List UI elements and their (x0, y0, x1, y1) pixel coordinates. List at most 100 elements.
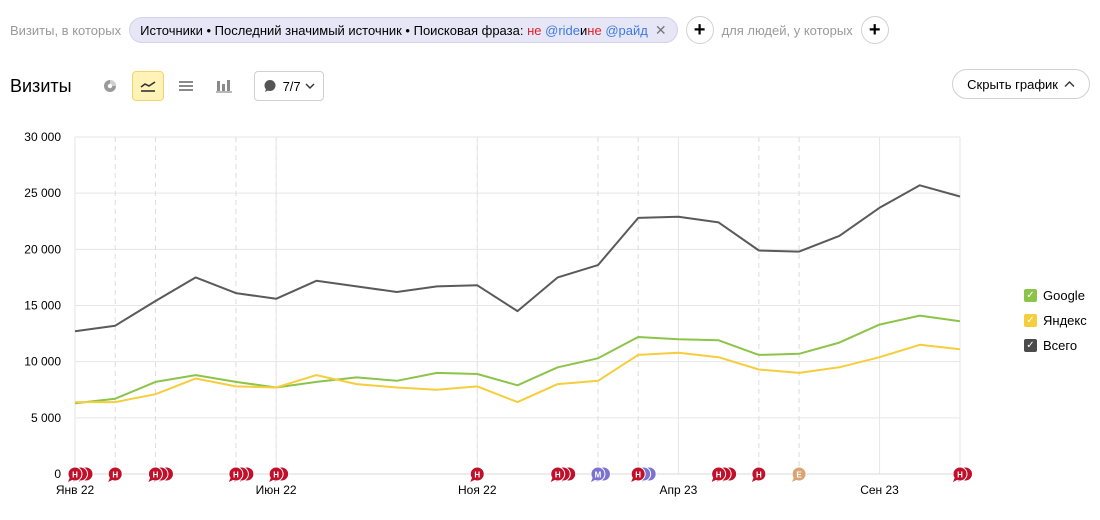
annotation-letter: Н (273, 471, 279, 480)
annotation-bubble (469, 466, 485, 482)
hide-chart-label: Скрыть график (967, 76, 1058, 92)
x-tick-label: Апр 23 (659, 483, 697, 497)
add-people-filter-button[interactable]: + (860, 16, 889, 44)
chart-series (74, 184, 961, 405)
legend-label: Яндекс (1043, 313, 1087, 328)
column-view-button[interactable] (208, 71, 240, 101)
annotation-tail (550, 477, 557, 482)
annotation-marker: Н (147, 466, 163, 482)
y-tick-label: 15 000 (24, 299, 61, 313)
add-visit-filter-button[interactable]: + (685, 16, 714, 44)
annotation-tail (269, 477, 276, 482)
hide-chart-button[interactable]: Скрыть график (952, 69, 1090, 99)
series-line-google (74, 314, 961, 405)
annotation-letter: Н (112, 471, 118, 480)
annotation-bubble (630, 466, 646, 482)
annotation-marker: Н (711, 466, 727, 482)
annotation-tail (631, 477, 638, 482)
annotation-bubble (711, 466, 727, 482)
annotation-marker: Н (67, 466, 83, 482)
filter-value-2: @райд (605, 22, 648, 38)
filter-value-1: @ride (545, 22, 580, 38)
chevron-up-icon (1064, 81, 1075, 87)
x-tick-label: Сен 23 (860, 483, 899, 497)
filter-prefix-label: Визиты, в которых (10, 22, 122, 38)
annotation-tail (470, 477, 477, 482)
x-axis-labels: Янв 22 Июн 22 Ноя 22 Апр 23 Сен 23 (56, 483, 899, 497)
annotation-letter: Н (716, 471, 722, 480)
y-tick-label: 5 000 (31, 411, 61, 425)
series-count: 7/7 (282, 78, 301, 94)
y-tick-label: 30 000 (24, 130, 61, 144)
visits-line-chart: Н Н Н Н Н Н Н М Н Н Н Е Н 0 5 000 10 000 15 000 20 000 25… (24, 130, 973, 497)
segment-filter-bar: Визиты, в которых Источники • Последний … (10, 15, 889, 45)
annotation-tail (148, 477, 155, 482)
area-chart-icon (178, 81, 193, 91)
people-filter-label: для людей, у которых (721, 22, 853, 38)
annotation-letter: Н (635, 471, 641, 480)
annotation-marker: Н (107, 466, 123, 482)
annotation-letter: Н (153, 471, 159, 480)
series-line-yandex (75, 343, 961, 404)
y-axis-labels: 0 5 000 10 000 15 000 20 000 25 000 30 000 (24, 130, 61, 481)
annotation-tail (711, 477, 718, 482)
annotation-marker: Н (751, 466, 767, 482)
line-chart-icon (140, 81, 156, 92)
filter-negation-1: не (527, 22, 542, 38)
annotation-marker: Н (469, 466, 485, 482)
annotation-bubble (751, 466, 767, 482)
chart-grid (74, 136, 961, 475)
filter-chip[interactable]: Источники • Последний значимый источник … (129, 17, 678, 43)
y-tick-label: 20 000 (24, 242, 61, 256)
pie-icon (103, 80, 116, 92)
annotation-marker: Н (952, 466, 968, 482)
annotation-bubble (147, 466, 163, 482)
annotation-letter: Н (756, 471, 762, 480)
annotation-tail (108, 477, 115, 482)
plus-icon: + (868, 19, 881, 41)
annotation-letter: Е (796, 471, 802, 480)
annotation-marker: Е (791, 466, 807, 482)
filter-conjunction: и (580, 22, 588, 38)
annotation-letter: Н (474, 471, 480, 480)
series-line-total (74, 184, 961, 333)
annotation-letter: Н (72, 471, 78, 480)
annotation-bubble (550, 466, 566, 482)
annotation-bubble (107, 466, 123, 482)
annotation-tail (953, 477, 959, 482)
annotation-marker: Н (630, 466, 646, 482)
close-icon[interactable]: ✕ (654, 22, 667, 38)
annotation-bubble (952, 466, 968, 482)
annotation-marker: М (590, 466, 606, 482)
legend-item-google[interactable]: ✓ Google (1024, 283, 1087, 308)
pie-view-button[interactable] (94, 71, 126, 101)
annotation-letter: Н (555, 471, 561, 480)
legend-item-total[interactable]: ✓ Всего (1024, 333, 1087, 358)
chart-toolbar: Визиты 7/7 (10, 70, 324, 102)
x-tick-label: Июн 22 (256, 483, 297, 497)
legend-label: Google (1043, 288, 1085, 303)
comment-icon (264, 80, 276, 92)
line-view-button[interactable] (131, 71, 164, 101)
y-tick-label: 10 000 (24, 355, 61, 369)
annotation-bubble (791, 466, 807, 482)
series-selector-dropdown[interactable]: 7/7 (253, 71, 324, 101)
annotation-marker: Н (268, 466, 284, 482)
legend-item-yandex[interactable]: ✓ Яндекс (1024, 308, 1087, 333)
annotation-tail (68, 477, 74, 482)
x-tick-label: Янв 22 (56, 483, 95, 497)
legend-label: Всего (1043, 338, 1078, 353)
annotation-bubble (67, 466, 83, 482)
chevron-down-icon (305, 83, 315, 89)
column-chart-icon (215, 80, 232, 93)
annotation-marker: Н (550, 466, 566, 482)
x-tick-label: Ноя 22 (458, 483, 497, 497)
filter-negation-2: не (587, 22, 602, 38)
area-view-button[interactable] (170, 71, 202, 101)
annotation-letter: Н (957, 471, 963, 480)
y-tick-label: 25 000 (24, 186, 61, 200)
annotation-bubble (268, 466, 284, 482)
annotation-bubble (228, 466, 244, 482)
plus-icon: + (693, 19, 706, 41)
